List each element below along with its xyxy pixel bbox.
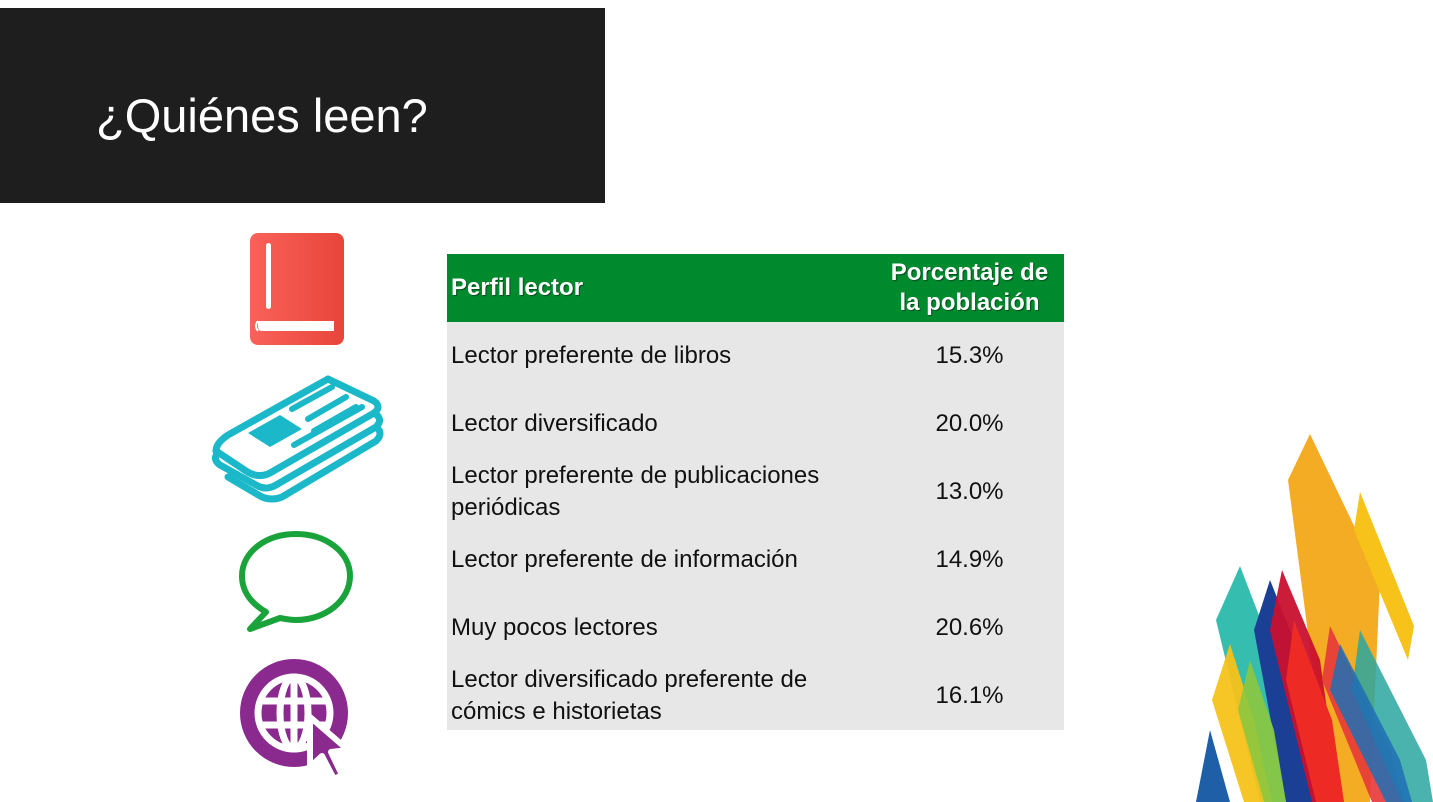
header-percentage: Porcentaje de la población xyxy=(875,254,1064,322)
row-profile: Lector diversificado preferente de cómic… xyxy=(447,662,875,730)
title-banner: ¿Quiénes leen? xyxy=(0,8,605,203)
row-profile: Lector diversificado xyxy=(447,390,875,458)
row-percentage: 15.3% xyxy=(875,322,1064,390)
book-icon xyxy=(250,233,344,345)
row-percentage: 13.0% xyxy=(875,458,1064,526)
table-row: Lector preferente de publicaciones perió… xyxy=(447,458,1064,526)
row-percentage: 16.1% xyxy=(875,662,1064,730)
row-percentage: 20.0% xyxy=(875,390,1064,458)
table-row: Lector diversificado preferente de cómic… xyxy=(447,662,1064,730)
row-profile: Lector preferente de información xyxy=(447,526,875,594)
table-row: Lector preferente de libros 15.3% xyxy=(447,322,1064,390)
table-row: Lector diversificado 20.0% xyxy=(447,390,1064,458)
row-percentage: 14.9% xyxy=(875,526,1064,594)
header-profile: Perfil lector xyxy=(447,254,875,322)
table-header-row: Perfil lector Porcentaje de la población xyxy=(447,254,1064,322)
globe-cursor-icon xyxy=(240,659,351,781)
row-profile: Lector preferente de libros xyxy=(447,322,875,390)
slide-title: ¿Quiénes leen? xyxy=(96,89,428,142)
decorative-stripes xyxy=(1196,434,1433,802)
reader-profile-table: Perfil lector Porcentaje de la población… xyxy=(447,254,1064,730)
row-profile: Muy pocos lectores xyxy=(447,594,875,662)
table-row: Lector preferente de información 14.9% xyxy=(447,526,1064,594)
chat-bubble-icon xyxy=(239,531,353,632)
row-profile: Lector preferente de publicaciones perió… xyxy=(447,458,875,526)
table-row: Muy pocos lectores 20.6% xyxy=(447,594,1064,662)
newspaper-icon xyxy=(211,375,384,503)
row-percentage: 20.6% xyxy=(875,594,1064,662)
